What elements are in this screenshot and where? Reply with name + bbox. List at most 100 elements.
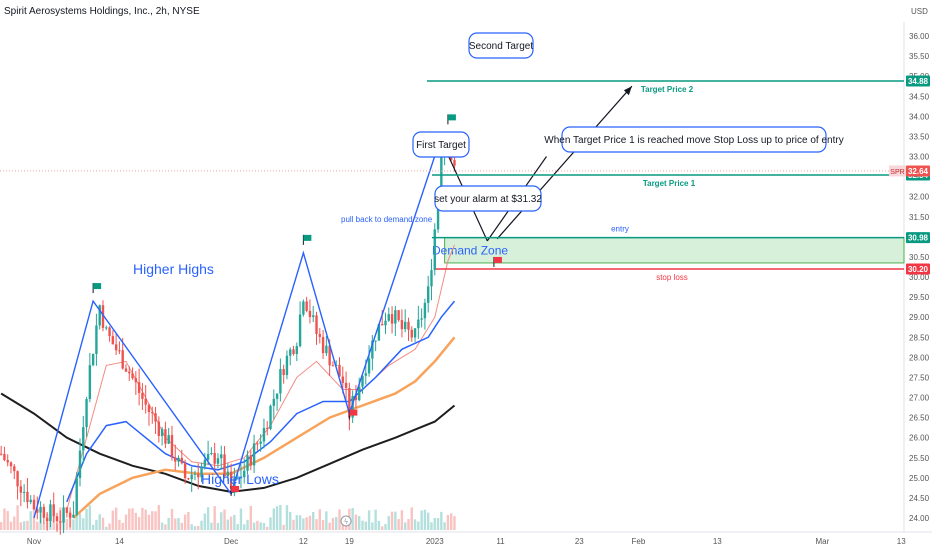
candle-body[interactable] <box>108 327 111 337</box>
candle-body[interactable] <box>239 477 243 479</box>
candle-body[interactable] <box>3 453 6 461</box>
candle-body[interactable] <box>295 346 298 355</box>
candle-body[interactable] <box>118 350 121 352</box>
candle-body[interactable] <box>427 286 430 303</box>
candle-body[interactable] <box>180 457 184 464</box>
candle-body[interactable] <box>131 373 134 379</box>
candle-body[interactable] <box>344 382 348 389</box>
stop-note-callout[interactable]: When Target Price 1 is reached move Stop… <box>544 126 844 153</box>
candle-body[interactable] <box>285 355 289 376</box>
candle-body[interactable] <box>121 350 124 369</box>
candle-body[interactable] <box>243 470 246 478</box>
candle-body[interactable] <box>223 454 226 477</box>
candle-body[interactable] <box>397 310 400 321</box>
candle-body[interactable] <box>440 155 443 192</box>
candle-body[interactable] <box>170 435 174 458</box>
candle-body[interactable] <box>55 516 59 522</box>
candle-body[interactable] <box>200 466 203 478</box>
candle-body[interactable] <box>68 512 72 518</box>
candle-body[interactable] <box>272 398 276 406</box>
candle-body[interactable] <box>249 455 253 466</box>
candle-body[interactable] <box>453 159 456 166</box>
time-axis[interactable]: Nov14Dec121920231123Feb13Mar1321Apr17May <box>27 537 932 546</box>
candle-body[interactable] <box>390 314 394 324</box>
candle-body[interactable] <box>91 353 95 366</box>
candle-body[interactable] <box>141 392 144 399</box>
candle-body[interactable] <box>374 340 377 342</box>
candle-body[interactable] <box>22 491 26 493</box>
candle-body[interactable] <box>16 471 19 487</box>
candle-body[interactable] <box>111 336 115 345</box>
candle-body[interactable] <box>305 301 308 311</box>
candle-body[interactable] <box>417 319 420 329</box>
candle-body[interactable] <box>302 301 305 315</box>
candle-body[interactable] <box>9 462 13 467</box>
candle-body[interactable] <box>351 396 354 418</box>
candle-body[interactable] <box>292 349 295 355</box>
candle-body[interactable] <box>256 443 259 445</box>
candle-body[interactable] <box>348 388 351 418</box>
candle-body[interactable] <box>269 405 272 429</box>
candle-body[interactable] <box>114 344 118 351</box>
second-target-callout[interactable]: Second Target <box>468 32 534 59</box>
candle-body[interactable] <box>210 453 213 455</box>
candle-body[interactable] <box>197 473 200 478</box>
candle-body[interactable] <box>206 453 210 460</box>
candle-body[interactable] <box>13 466 16 472</box>
candle-body[interactable] <box>183 463 187 479</box>
candle-body[interactable] <box>6 460 9 463</box>
candlesticks[interactable] <box>0 141 456 535</box>
candle-body[interactable] <box>95 325 98 354</box>
candle-body[interactable] <box>65 507 69 513</box>
candle-body[interactable] <box>82 427 85 451</box>
candle-body[interactable] <box>331 365 335 367</box>
candle-body[interactable] <box>134 378 138 383</box>
candle-body[interactable] <box>413 328 417 338</box>
candle-body[interactable] <box>371 340 374 359</box>
candle-body[interactable] <box>436 191 440 230</box>
candle-body[interactable] <box>384 320 387 326</box>
candle-body[interactable] <box>72 514 75 518</box>
candle-body[interactable] <box>308 310 312 317</box>
candle-body[interactable] <box>361 375 364 387</box>
candle-body[interactable] <box>98 305 101 326</box>
candle-body[interactable] <box>358 386 361 401</box>
candle-body[interactable] <box>279 369 282 394</box>
candle-body[interactable] <box>167 435 170 444</box>
candle-body[interactable] <box>52 504 55 517</box>
candle-body[interactable] <box>45 517 49 522</box>
candle-body[interactable] <box>105 327 108 329</box>
candle-body[interactable] <box>157 421 161 436</box>
candle-body[interactable] <box>190 474 193 480</box>
candle-body[interactable] <box>128 371 131 374</box>
candle-body[interactable] <box>407 321 410 330</box>
candle-body[interactable] <box>75 478 78 515</box>
candle-body[interactable] <box>144 398 147 405</box>
candle-body[interactable] <box>203 459 207 467</box>
candle-body[interactable] <box>26 491 29 503</box>
candle-body[interactable] <box>36 508 39 513</box>
price-levels[interactable] <box>0 80 904 270</box>
candle-body[interactable] <box>367 358 371 374</box>
candle-body[interactable] <box>400 320 404 330</box>
swing-trendline[interactable] <box>33 136 442 519</box>
candle-body[interactable] <box>229 471 233 489</box>
candle-body[interactable] <box>364 373 367 376</box>
candle-body[interactable] <box>381 324 384 326</box>
candle-body[interactable] <box>39 506 42 513</box>
candle-body[interactable] <box>85 399 88 428</box>
candle-body[interactable] <box>124 368 128 372</box>
candle-body[interactable] <box>62 507 65 523</box>
candle-body[interactable] <box>177 457 180 462</box>
candle-body[interactable] <box>174 457 177 462</box>
first-target-callout[interactable]: First Target <box>412 131 470 158</box>
alarm-callout[interactable]: set your alarm at $31.32 <box>434 185 542 212</box>
candle-body[interactable] <box>226 471 230 477</box>
demand-zone[interactable] <box>444 237 905 264</box>
candle-body[interactable] <box>164 429 167 444</box>
candle-body[interactable] <box>49 504 52 522</box>
candle-body[interactable] <box>213 453 216 464</box>
candle-body[interactable] <box>193 473 197 475</box>
candle-body[interactable] <box>430 270 433 287</box>
candle-body[interactable] <box>338 364 341 377</box>
